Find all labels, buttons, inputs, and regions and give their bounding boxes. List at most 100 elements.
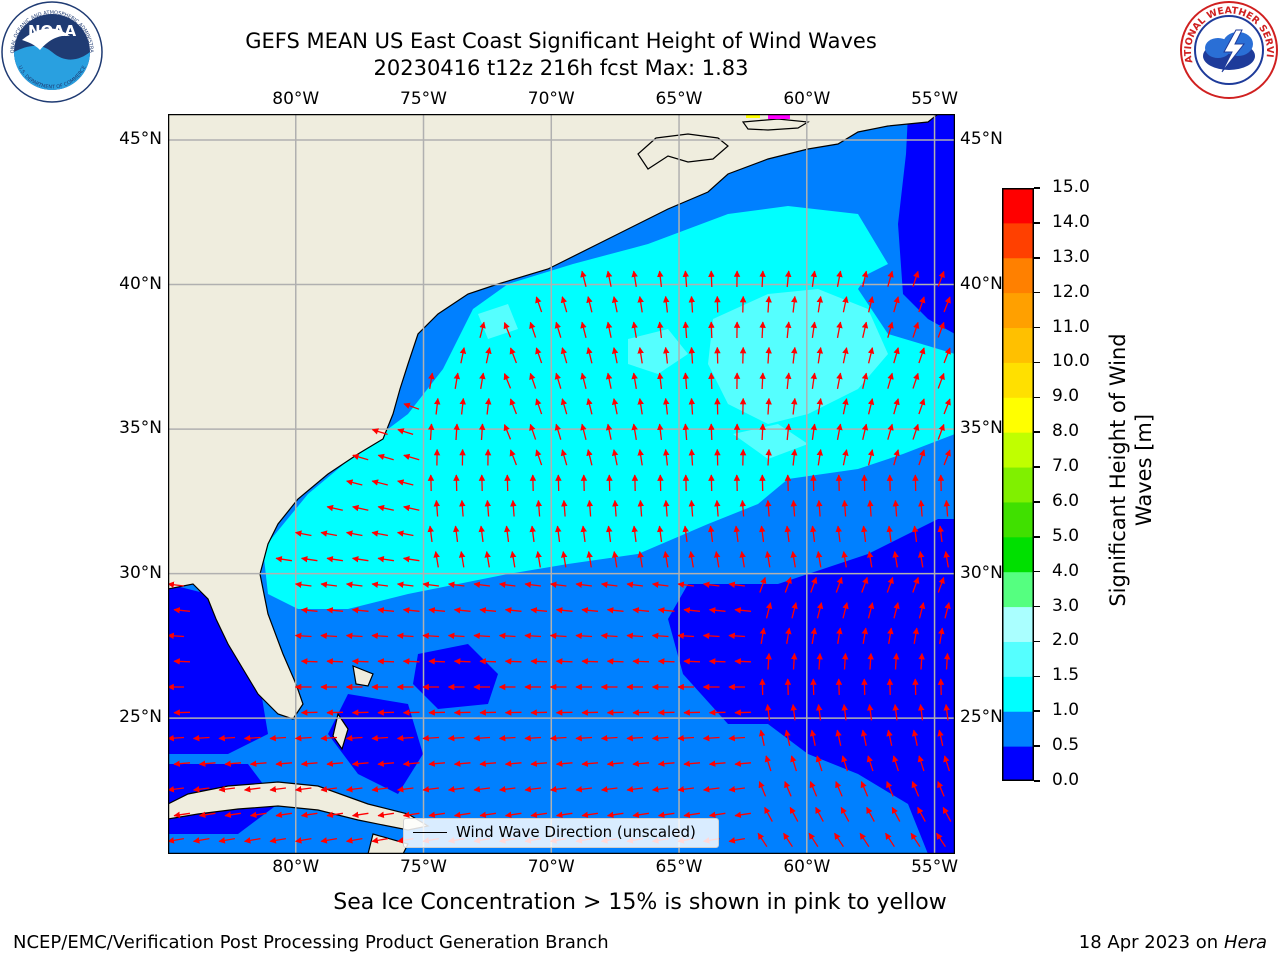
wind-wave-arrow (759, 525, 766, 542)
wind-wave-arrow (708, 321, 715, 339)
wind-wave-arrow (918, 398, 926, 415)
wind-wave-arrow (345, 786, 363, 793)
lon-label-bottom: 55°W (911, 857, 959, 877)
colorbar-tick-label: 4.0 (1052, 560, 1080, 581)
wind-wave-arrow (937, 372, 945, 389)
wind-wave-arrow (294, 734, 312, 742)
wind-wave-arrow (428, 372, 435, 390)
wind-wave-arrow (485, 347, 492, 364)
wind-wave-arrow (294, 581, 312, 588)
wind-wave-arrow (320, 786, 337, 793)
wind-wave-arrow (294, 837, 312, 844)
sea-ice-note: Sea Ice Concentration > 15% is shown in … (333, 890, 947, 915)
colorbar-segment (1002, 571, 1034, 608)
wind-wave-arrow (345, 734, 363, 742)
lon-label-bottom: 80°W (272, 857, 320, 877)
wind-wave-arrow (586, 499, 594, 517)
colorbar-tick-mark (1034, 291, 1040, 294)
wind-wave-arrow (657, 321, 664, 338)
wind-wave-arrow (867, 347, 875, 364)
wind-wave-arrow (447, 734, 465, 742)
wind-wave-arrow (892, 652, 900, 670)
wind-wave-arrow (841, 550, 848, 568)
wind-wave-arrow (524, 581, 541, 588)
wind-wave-arrow (510, 499, 517, 517)
footer-host: Hera (1223, 932, 1267, 953)
wind-wave-arrow (759, 321, 766, 339)
wind-wave-arrow (479, 372, 486, 390)
wind-wave-arrow (791, 602, 798, 619)
colorbar-axis-label: Significant Height of Wind Waves [m] (1085, 305, 1175, 635)
wind-wave-arrow (560, 449, 568, 466)
wind-wave-arrow (243, 734, 261, 742)
wind-wave-arrow (682, 270, 690, 288)
wind-wave-arrow (810, 321, 818, 338)
wind-wave-arrow (936, 832, 946, 848)
wind-wave-arrow (683, 658, 701, 665)
land-areas (168, 114, 939, 854)
wind-wave-arrow (371, 734, 389, 742)
wind-wave-arrow (790, 652, 798, 670)
wind-wave-arrow (765, 703, 772, 721)
wind-wave-arrow (662, 550, 670, 568)
wind-wave-arrow (498, 786, 516, 793)
lat-label-right: 25°N (960, 707, 1003, 728)
wind-wave-arrow (943, 703, 950, 721)
wind-wave-arrow (842, 398, 849, 415)
wind-wave-arrow (734, 658, 752, 665)
wind-wave-arrow (861, 423, 869, 440)
wind-wave-arrow (427, 423, 435, 441)
wind-wave-arrow (396, 786, 414, 793)
wind-wave-arrow (504, 607, 522, 614)
colorbar-tick-label: 7.0 (1052, 456, 1080, 477)
wind-wave-arrow (912, 372, 920, 389)
wind-wave-arrow (371, 786, 388, 793)
wind-wave-arrow (320, 734, 338, 742)
colorbar-tick-label: 12.0 (1052, 281, 1090, 302)
wind-wave-arrow (605, 372, 613, 389)
wind-wave-arrow (294, 786, 312, 793)
wind-wave-arrow (651, 786, 669, 793)
wind-wave-arrow (713, 550, 721, 568)
wind-wave-arrow (530, 607, 548, 614)
legend-line-sample (413, 832, 447, 833)
wind-wave-arrow (918, 347, 926, 364)
wind-wave-arrow (530, 760, 548, 767)
colorbar-tick-label: 9.0 (1052, 386, 1080, 407)
wind-wave-arrow (790, 755, 798, 772)
wind-wave-arrow (249, 811, 267, 819)
wind-wave-arrow (688, 397, 696, 415)
wind-wave-arrow (580, 423, 587, 440)
colorbar-tick-mark (1034, 570, 1040, 573)
wind-wave-arrow (396, 734, 414, 742)
wind-wave-arrow (473, 734, 491, 742)
lon-label-bottom: 65°W (655, 857, 703, 877)
wind-wave-arrow (611, 296, 619, 313)
wind-wave-arrow (867, 499, 874, 517)
wind-wave-arrow (764, 755, 772, 772)
wind-wave-arrow (535, 499, 543, 517)
wind-wave-arrow (861, 525, 868, 542)
wind-wave-arrow (402, 658, 420, 665)
wind-wave-arrow (784, 423, 792, 441)
wind-wave-arrow (937, 525, 944, 542)
colorbar-tick-label: 8.0 (1052, 421, 1080, 442)
wind-wave-arrow (683, 760, 701, 767)
wind-wave-arrow (168, 837, 185, 844)
wind-wave-arrow (249, 760, 267, 767)
wind-wave-arrow (580, 270, 587, 287)
wind-wave-arrow (943, 449, 951, 466)
wind-wave-arrow (943, 550, 950, 568)
colorbar-segment (1002, 711, 1034, 747)
wind-wave-arrow (535, 550, 542, 568)
wind-wave-arrow (937, 781, 945, 797)
wind-wave-arrow (937, 729, 944, 746)
wind-wave-arrow (345, 632, 363, 640)
colorbar-segment (1002, 606, 1034, 642)
lat-label-right: 30°N (960, 562, 1003, 583)
wind-wave-arrow (586, 550, 593, 568)
wind-wave-arrow (702, 581, 720, 588)
wind-wave-arrow (403, 504, 420, 512)
wind-wave-arrow (836, 321, 843, 339)
wind-wave-arrow (479, 321, 486, 338)
